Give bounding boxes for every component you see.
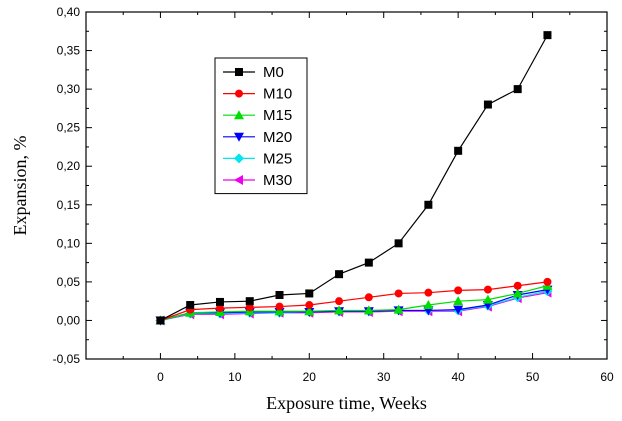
data-point-m0: [543, 31, 552, 40]
y-tick-label: 0,05: [57, 275, 81, 289]
series-m0: [156, 31, 552, 325]
data-point-m0: [454, 146, 463, 155]
legend-marker-m25: [234, 153, 244, 164]
x-tick-label: 10: [228, 370, 242, 384]
x-axis-title: Exposure time, Weeks: [266, 393, 427, 413]
y-tick-label: -0,05: [53, 352, 81, 366]
x-tick-label: 50: [526, 370, 540, 384]
data-point-m0: [245, 297, 254, 306]
legend-label: M30: [263, 172, 292, 189]
data-point-m10: [513, 281, 522, 290]
data-point-m10: [394, 289, 403, 298]
data-point-m15: [512, 288, 523, 298]
data-point-m15: [453, 296, 464, 306]
x-tick-label: 30: [377, 370, 391, 384]
legend-box: [214, 57, 308, 195]
data-point-m10: [483, 285, 492, 294]
data-point-m20: [453, 305, 464, 315]
x-tick-label: 40: [451, 370, 465, 384]
data-point-m10: [454, 286, 463, 295]
legend-marker-m15: [234, 110, 244, 120]
series-m25: [155, 286, 553, 326]
data-point-m10: [245, 303, 254, 312]
legend-item-m10: M10: [223, 86, 292, 103]
data-point-m15: [482, 294, 493, 304]
data-point-m0: [275, 290, 284, 299]
data-point-m0: [483, 100, 492, 109]
legend-item-m30: M30: [223, 172, 292, 189]
y-tick-label: 0,35: [57, 44, 81, 58]
data-point-m10: [364, 293, 373, 302]
series-line-m15: [160, 285, 548, 322]
data-point-m0: [186, 301, 195, 310]
data-point-m10: [305, 301, 314, 310]
x-tick-label: 60: [600, 370, 614, 384]
data-point-m0: [156, 316, 165, 325]
legend-marker-m20: [234, 132, 244, 142]
data-point-m15: [274, 306, 285, 316]
plot-frame: [85, 11, 608, 360]
series-m10: [156, 277, 552, 325]
y-tick-label: 0,20: [57, 159, 81, 173]
data-point-m0: [424, 200, 433, 209]
y-tick-label: 0,15: [57, 198, 81, 212]
legend-label: M25: [263, 150, 292, 167]
data-point-m0: [513, 85, 522, 94]
legend-marker-m30: [234, 175, 243, 185]
data-point-m10: [424, 288, 433, 297]
legend-item-m25: M25: [223, 150, 292, 167]
legend-label: M0: [263, 64, 284, 81]
series-line-m10: [160, 281, 548, 322]
data-point-m0: [394, 239, 403, 248]
legend-label: M15: [263, 107, 292, 124]
data-point-m15: [363, 305, 374, 315]
y-tick-label: 0,40: [57, 5, 81, 19]
legend-marker-m0: [235, 68, 243, 76]
data-point-m15: [393, 304, 404, 314]
legend-label: M10: [263, 86, 292, 103]
plot-area: [155, 31, 553, 326]
y-tick-label: 0,00: [57, 313, 81, 327]
data-point-m0: [335, 270, 344, 279]
axes: 0 10 20 30 40 50 60 -0,05 0,00 0,05 0,10 0,15 0,20 0,…: [53, 5, 614, 384]
data-point-m0: [215, 297, 224, 306]
data-point-m0: [305, 289, 314, 298]
legend: M0 M10 M15 M20 M25 M30: [214, 57, 308, 195]
data-point-m15: [304, 306, 315, 316]
y-tick-label: 0,30: [57, 82, 81, 96]
legend-label: M20: [263, 129, 292, 146]
y-tick-label: 0,10: [57, 236, 81, 250]
data-point-m10: [543, 277, 552, 286]
legend-marker-m10: [235, 89, 243, 98]
legend-item-m20: M20: [223, 129, 292, 146]
legend-item-m15: M15: [223, 107, 292, 124]
data-point-m10: [275, 302, 284, 311]
legend-item-m0: M0: [223, 64, 284, 81]
data-point-m0: [364, 258, 373, 267]
series-line-m20: [160, 289, 548, 322]
data-point-m15: [423, 300, 434, 310]
series-line-m30: [160, 292, 548, 322]
data-point-m15: [334, 305, 345, 315]
series-line-m0: [160, 34, 548, 321]
data-point-m10: [335, 297, 344, 306]
y-axis-title: Expansion, %: [10, 136, 30, 236]
data-point-m10: [215, 304, 224, 313]
y-tick-label: 0,25: [57, 121, 81, 135]
x-tick-label: 0: [157, 370, 164, 384]
x-tick-label: 20: [303, 370, 317, 384]
